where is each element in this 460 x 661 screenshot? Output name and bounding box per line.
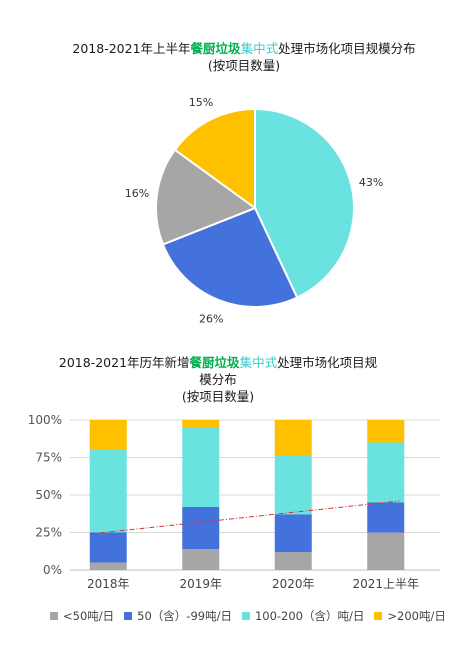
x-tick-label: 2021上半年: [352, 577, 419, 591]
x-tick-label: 2019年: [179, 577, 222, 591]
y-tick-label: 100%: [28, 413, 62, 427]
y-tick-label: 25%: [35, 526, 62, 540]
pie-slice-label: 15%: [189, 96, 213, 109]
bar-segment: [274, 456, 312, 515]
title-part: 2018-2021年历年新增: [58, 355, 190, 370]
bar-segment: [274, 514, 312, 552]
title-part: 集中式: [240, 41, 279, 56]
bar-segment: [367, 442, 405, 503]
y-tick-label: 50%: [35, 488, 62, 502]
legend-label: 50（含）-99吨/日: [137, 609, 232, 623]
pie-chart-title: 2018-2021年上半年餐厨垃圾集中式处理市场化项目规模分布 (按项目数量): [24, 40, 460, 74]
title-part: 处理市场化项目规模分布: [199, 355, 378, 387]
bar-segment: [367, 420, 405, 443]
bar-segment: [182, 507, 220, 549]
pie-subtitle: (按项目数量): [207, 58, 281, 73]
bar-segment: [89, 450, 127, 533]
pie-title-line: 2018-2021年上半年餐厨垃圾集中式处理市场化项目规模分布: [24, 40, 460, 57]
bar-title-line: 2018-2021年历年新增餐厨垃圾集中式处理市场化项目规模分布: [53, 354, 383, 388]
bar-segment: [274, 420, 312, 456]
legend-swatch: [374, 612, 383, 620]
pie-slice: [155, 148, 258, 246]
legend-item: 50（含）-99吨/日: [124, 608, 232, 624]
legend-item: <50吨/日: [50, 608, 114, 624]
bar-subtitle: (按项目数量): [181, 389, 255, 404]
bar-segment: [89, 532, 127, 563]
bar-segment: [89, 562, 127, 570]
bar-segment: [367, 532, 405, 570]
x-tick-label: 2018年: [87, 577, 130, 591]
legend-label: 100-200（含）吨/日: [254, 609, 365, 623]
pie-slice: [254, 107, 355, 299]
trendline: [89, 500, 400, 535]
legend-label: >200吨/日: [387, 609, 446, 623]
bar-segment: [182, 549, 220, 570]
x-tick-label: 2020年: [272, 577, 315, 591]
bar-segment: [182, 427, 220, 507]
bar-segment: [274, 552, 312, 570]
bar-legend: <50吨/日 50（含）-99吨/日 100-200（含）吨/日 >200吨/日: [50, 608, 450, 624]
legend-swatch: [241, 612, 250, 620]
pie-slice-label: 16%: [125, 187, 149, 200]
bar-chart-title: 2018-2021年历年新增餐厨垃圾集中式处理市场化项目规模分布 (按项目数量): [8, 354, 428, 405]
bar-segment: [367, 502, 405, 533]
legend-swatch: [50, 612, 58, 620]
y-tick-label: 0%: [43, 563, 62, 577]
pie-chart: 43% 26% 16% 15%: [125, 96, 384, 326]
title-part: 餐厨垃圾: [189, 355, 240, 370]
legend-item: >200吨/日: [374, 608, 446, 624]
pie-slice: [173, 107, 256, 210]
legend-label: <50吨/日: [63, 609, 115, 623]
y-tick-label: 75%: [35, 451, 62, 465]
legend-item: 100-200（含）吨/日: [241, 608, 365, 624]
pie-slice: [161, 206, 299, 308]
bar-segment: [89, 420, 127, 450]
title-part: 处理市场化项目规模分布: [278, 41, 416, 56]
title-part: 餐厨垃圾: [190, 41, 241, 56]
bar-segment: [182, 420, 220, 428]
legend-swatch: [124, 612, 133, 620]
pie-slice-label: 26%: [199, 313, 223, 326]
title-part: 2018-2021年上半年: [72, 41, 191, 56]
pie-slice-label: 43%: [359, 176, 383, 189]
title-part: 集中式: [239, 355, 278, 370]
